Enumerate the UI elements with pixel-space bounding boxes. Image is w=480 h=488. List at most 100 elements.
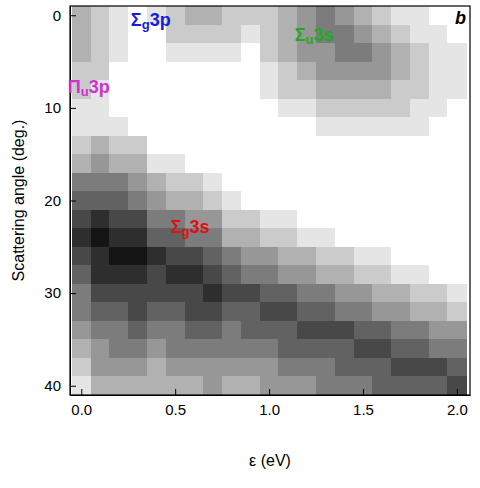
heatmap-cell xyxy=(372,376,391,395)
heatmap-cell xyxy=(166,80,185,99)
heatmap-cell xyxy=(429,99,448,118)
heatmap-cell xyxy=(203,191,222,210)
heatmap-cell xyxy=(260,191,279,210)
heatmap-cell xyxy=(354,99,373,118)
heatmap-cell xyxy=(260,210,279,229)
heatmap-cell xyxy=(354,265,373,284)
heatmap-cell xyxy=(316,173,335,192)
heatmap-cell xyxy=(335,154,354,173)
heatmap-cell xyxy=(128,99,147,118)
heatmap-cell xyxy=(354,80,373,99)
heatmap-cell xyxy=(109,173,128,192)
heatmap-cell xyxy=(278,99,297,118)
heatmap-cell xyxy=(354,154,373,173)
heatmap-cell xyxy=(391,173,410,192)
heatmap-cell xyxy=(260,247,279,266)
heatmap-cell xyxy=(222,43,241,62)
heatmap-cell xyxy=(185,321,204,340)
heatmap-cell xyxy=(372,321,391,340)
heatmap-cell xyxy=(72,339,91,358)
heatmap-cell xyxy=(222,191,241,210)
heatmap-cell xyxy=(354,228,373,247)
heatmap-cell xyxy=(354,173,373,192)
heatmap-cell xyxy=(410,376,429,395)
heatmap-cell xyxy=(109,376,128,395)
heatmap-cell xyxy=(391,284,410,303)
heatmap-cells xyxy=(72,6,467,395)
heatmap-cell xyxy=(335,99,354,118)
heatmap-cell xyxy=(335,284,354,303)
heatmap-cell xyxy=(241,358,260,377)
heatmap-cell xyxy=(410,6,429,25)
y-tick-mark xyxy=(70,15,76,16)
heatmap-cell xyxy=(410,228,429,247)
heatmap-cell xyxy=(185,284,204,303)
heatmap-cell xyxy=(316,247,335,266)
heatmap-cell xyxy=(147,321,166,340)
heatmap-cell xyxy=(410,117,429,136)
heatmap-cell xyxy=(316,6,335,25)
heatmap-cell xyxy=(410,173,429,192)
heatmap-cell xyxy=(72,358,91,377)
x-tick-label: 0.0 xyxy=(71,401,92,418)
heatmap-cell xyxy=(335,228,354,247)
heatmap-cell xyxy=(241,321,260,340)
heatmap-cell xyxy=(241,265,260,284)
heatmap-cell xyxy=(241,117,260,136)
heatmap-cell xyxy=(147,284,166,303)
heatmap-cell xyxy=(391,228,410,247)
heatmap-cell xyxy=(297,247,316,266)
heatmap-cell xyxy=(278,191,297,210)
heatmap-cell xyxy=(147,136,166,155)
heatmap-cell xyxy=(316,210,335,229)
heatmap-cell xyxy=(391,6,410,25)
heatmap-cell xyxy=(260,339,279,358)
heatmap-cell xyxy=(260,358,279,377)
heatmap-cell xyxy=(241,228,260,247)
heatmap-cell xyxy=(447,154,466,173)
heatmap-cell xyxy=(203,117,222,136)
x-tick-mark xyxy=(269,389,270,395)
heatmap-cell xyxy=(91,154,110,173)
heatmap-cell xyxy=(241,6,260,25)
heatmap-cell xyxy=(297,6,316,25)
heatmap-cell xyxy=(391,191,410,210)
heatmap-cell xyxy=(72,43,91,62)
heatmap-cell xyxy=(109,136,128,155)
heatmap-cell xyxy=(316,321,335,340)
annotation: b xyxy=(455,8,466,28)
heatmap-cell xyxy=(429,117,448,136)
y-tick-label: 40 xyxy=(44,377,61,394)
heatmap-cell xyxy=(316,228,335,247)
heatmap-cell xyxy=(91,284,110,303)
heatmap-cell xyxy=(185,136,204,155)
heatmap-cell xyxy=(297,80,316,99)
heatmap-cell xyxy=(109,358,128,377)
heatmap-cell xyxy=(372,136,391,155)
heatmap-cell xyxy=(91,173,110,192)
heatmap-cell xyxy=(203,321,222,340)
heatmap-cell xyxy=(354,117,373,136)
heatmap-cell xyxy=(222,284,241,303)
x-tick-label: 1.0 xyxy=(259,401,280,418)
heatmap-cell xyxy=(260,136,279,155)
heatmap-cell xyxy=(429,80,448,99)
heatmap-cell xyxy=(447,80,466,99)
heatmap-cell xyxy=(354,339,373,358)
heatmap-cell xyxy=(109,247,128,266)
heatmap-cell xyxy=(203,173,222,192)
heatmap-cell xyxy=(166,302,185,321)
heatmap-cell xyxy=(278,228,297,247)
heatmap-cell xyxy=(241,80,260,99)
heatmap-cell xyxy=(372,358,391,377)
heatmap-cell xyxy=(447,376,466,395)
heatmap-cell xyxy=(335,191,354,210)
heatmap-cell xyxy=(335,6,354,25)
heatmap-cell xyxy=(316,80,335,99)
heatmap-cell xyxy=(447,321,466,340)
heatmap-cell xyxy=(241,339,260,358)
heatmap-cell xyxy=(429,25,448,44)
heatmap-cell xyxy=(278,358,297,377)
heatmap-cell xyxy=(447,228,466,247)
heatmap-cell xyxy=(241,62,260,81)
